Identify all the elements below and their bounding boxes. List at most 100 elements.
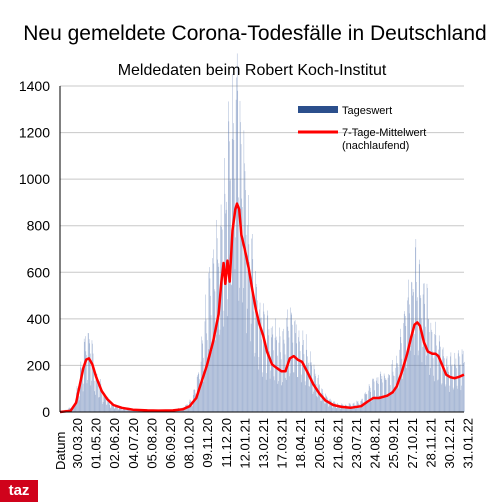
- daily-bar: [99, 381, 101, 412]
- daily-bar: [352, 408, 353, 412]
- daily-bar: [281, 385, 282, 412]
- daily-bar: [327, 399, 329, 412]
- daily-bar: [110, 407, 111, 412]
- daily-bar: [328, 405, 330, 412]
- daily-bar: [100, 383, 102, 412]
- daily-bar: [406, 355, 408, 412]
- daily-bar: [448, 371, 449, 412]
- daily-bar: [443, 358, 445, 412]
- daily-bar: [298, 337, 299, 412]
- daily-bar: [351, 405, 352, 412]
- daily-bar: [195, 399, 197, 412]
- daily-bar: [275, 336, 277, 412]
- daily-bar: [383, 395, 384, 412]
- daily-bar: [124, 408, 126, 412]
- daily-bar: [319, 394, 321, 412]
- daily-bar: [446, 358, 447, 412]
- daily-bar: [122, 407, 124, 412]
- daily-bar: [284, 354, 286, 412]
- daily-bar: [433, 375, 434, 412]
- daily-bar: [203, 381, 205, 412]
- daily-bar: [390, 393, 392, 412]
- daily-bar: [461, 385, 462, 412]
- daily-bar: [280, 352, 281, 412]
- daily-bar: [101, 394, 103, 412]
- daily-bar: [367, 401, 368, 412]
- daily-bar: [115, 404, 117, 412]
- daily-bar: [458, 365, 460, 412]
- daily-bar: [270, 370, 271, 412]
- daily-bar: [325, 393, 326, 412]
- daily-bar: [187, 405, 188, 412]
- daily-bar: [341, 404, 342, 412]
- daily-bar: [209, 278, 211, 412]
- x-tick-label: 27.10.21: [405, 418, 420, 469]
- daily-bar: [296, 343, 298, 412]
- daily-bar: [340, 408, 341, 412]
- daily-bar: [464, 361, 465, 412]
- daily-bar: [241, 198, 242, 412]
- y-tick-label: 0: [42, 404, 50, 420]
- daily-bar: [101, 388, 102, 412]
- daily-bar: [415, 247, 416, 412]
- daily-bar: [425, 326, 426, 412]
- daily-bar: [85, 351, 87, 412]
- daily-bar: [73, 404, 75, 412]
- daily-bar: [367, 401, 369, 412]
- daily-bar: [437, 379, 439, 412]
- daily-bar: [420, 295, 421, 412]
- daily-bar: [410, 345, 412, 412]
- daily-bar: [249, 281, 251, 412]
- daily-bar: [331, 402, 333, 412]
- daily-bar: [288, 337, 290, 412]
- daily-bar: [86, 383, 88, 412]
- daily-bar: [80, 367, 81, 412]
- daily-bar: [461, 349, 463, 412]
- daily-bar: [344, 408, 345, 412]
- daily-bar: [295, 324, 297, 412]
- daily-bar: [260, 318, 261, 412]
- daily-bar: [323, 396, 325, 412]
- daily-bar: [298, 330, 300, 412]
- daily-bar: [347, 408, 349, 412]
- daily-bar: [456, 385, 458, 412]
- daily-bar: [289, 376, 290, 412]
- daily-bar: [287, 326, 289, 412]
- daily-bar: [90, 385, 92, 412]
- daily-bar: [426, 355, 427, 412]
- daily-bar: [412, 288, 414, 412]
- daily-bar: [129, 410, 131, 412]
- daily-bar: [368, 384, 370, 412]
- daily-bar: [125, 410, 127, 412]
- daily-bar: [379, 395, 380, 412]
- x-tick-label: 11.12.20: [219, 418, 234, 468]
- daily-bar: [267, 310, 268, 412]
- daily-bar: [339, 408, 341, 412]
- daily-bar: [309, 362, 311, 412]
- daily-bar: [329, 399, 330, 412]
- daily-bar: [338, 404, 339, 412]
- daily-bar: [191, 406, 193, 412]
- daily-bar: [313, 364, 315, 412]
- daily-bar: [412, 295, 413, 412]
- daily-bar: [184, 409, 186, 412]
- daily-bar: [126, 410, 127, 412]
- daily-bar: [234, 178, 235, 412]
- daily-bar: [288, 330, 289, 412]
- daily-bar: [354, 405, 355, 412]
- daily-bar: [337, 402, 338, 412]
- daily-bar: [218, 266, 219, 412]
- daily-bar: [112, 404, 114, 412]
- daily-bar: [204, 374, 205, 412]
- daily-bar: [308, 362, 309, 412]
- daily-bar: [379, 373, 381, 412]
- daily-bar: [359, 407, 361, 412]
- daily-bar: [332, 406, 334, 412]
- daily-bar: [398, 388, 399, 412]
- daily-bar: [324, 403, 326, 412]
- daily-bar: [381, 378, 382, 412]
- daily-bar: [117, 409, 119, 412]
- daily-bar: [92, 343, 93, 412]
- chart-title: Neu gemeldete Corona-Todesfälle in Deuts…: [23, 22, 486, 45]
